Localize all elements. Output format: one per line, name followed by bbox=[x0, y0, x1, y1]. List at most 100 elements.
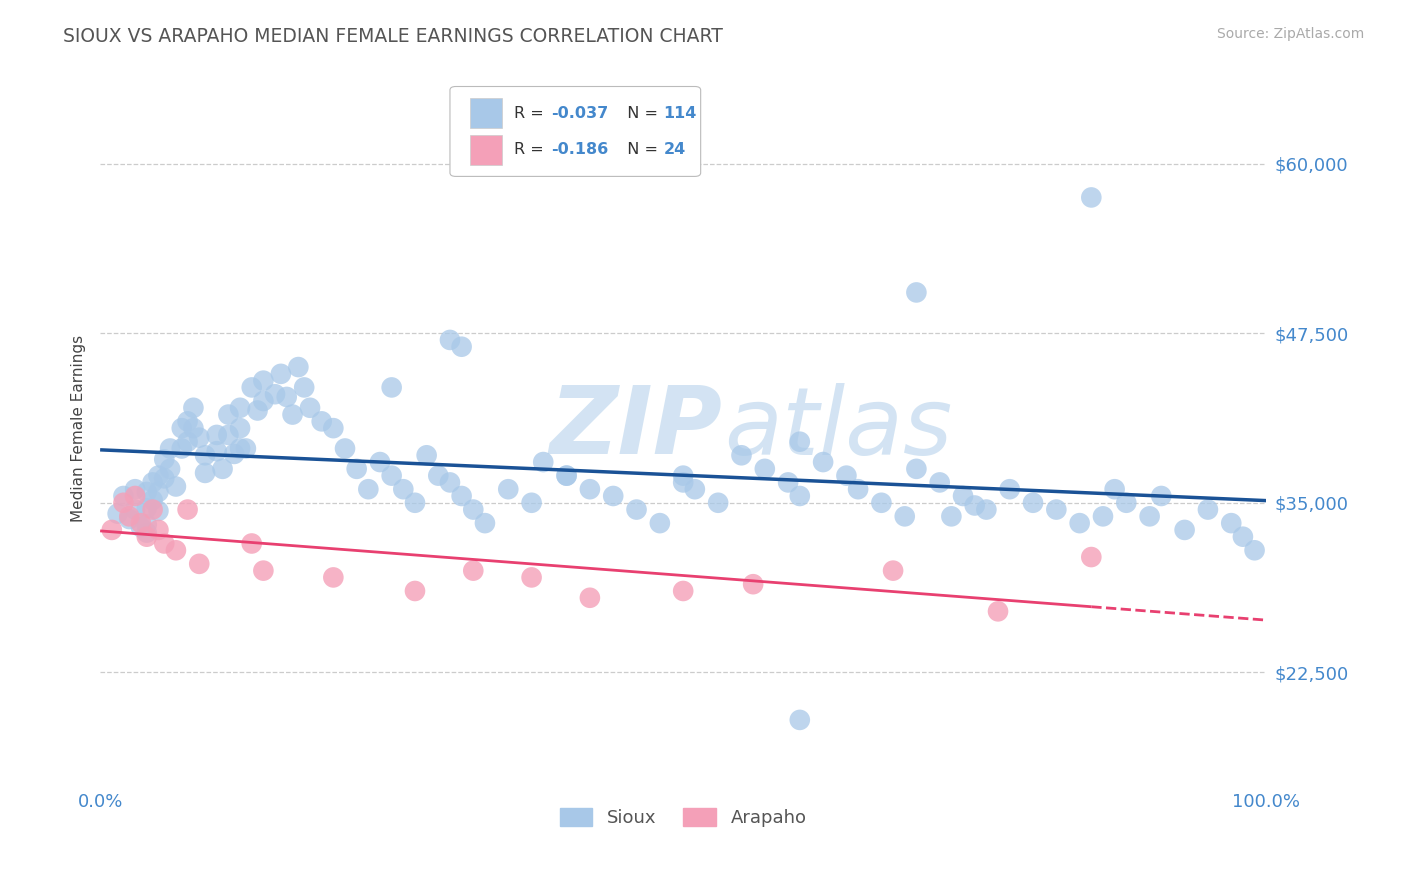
Point bbox=[118, 509, 141, 524]
Point bbox=[176, 434, 198, 449]
Point bbox=[952, 489, 974, 503]
Point bbox=[118, 512, 141, 526]
Point bbox=[463, 502, 485, 516]
Point bbox=[159, 462, 181, 476]
Point bbox=[520, 496, 543, 510]
Point bbox=[252, 374, 274, 388]
Point bbox=[183, 421, 205, 435]
Point bbox=[789, 489, 811, 503]
Point bbox=[292, 380, 315, 394]
Point bbox=[124, 489, 146, 503]
Point bbox=[299, 401, 322, 415]
Point bbox=[789, 434, 811, 449]
Point bbox=[322, 570, 344, 584]
Bar bbox=[470, 98, 502, 128]
Point bbox=[135, 517, 157, 532]
Point bbox=[463, 564, 485, 578]
Point bbox=[165, 479, 187, 493]
Point bbox=[1080, 550, 1102, 565]
Point bbox=[450, 489, 472, 503]
Point bbox=[229, 442, 252, 456]
Y-axis label: Median Female Earnings: Median Female Earnings bbox=[72, 334, 86, 522]
Point bbox=[905, 285, 928, 300]
Point bbox=[159, 442, 181, 456]
Point bbox=[194, 466, 217, 480]
Point bbox=[129, 520, 152, 534]
Point bbox=[176, 502, 198, 516]
FancyBboxPatch shape bbox=[450, 87, 700, 177]
Point bbox=[928, 475, 950, 490]
Legend: Sioux, Arapaho: Sioux, Arapaho bbox=[553, 801, 814, 835]
Point bbox=[381, 380, 404, 394]
Point bbox=[976, 502, 998, 516]
Point bbox=[135, 525, 157, 540]
Point bbox=[142, 493, 165, 508]
Point bbox=[229, 401, 252, 415]
Point bbox=[707, 496, 730, 510]
Point bbox=[450, 340, 472, 354]
Point bbox=[170, 442, 193, 456]
Point bbox=[229, 421, 252, 435]
Point bbox=[135, 484, 157, 499]
Text: 114: 114 bbox=[664, 106, 697, 120]
Point bbox=[1232, 530, 1254, 544]
Point bbox=[672, 475, 695, 490]
Point bbox=[1243, 543, 1265, 558]
Point bbox=[124, 482, 146, 496]
Point bbox=[1150, 489, 1173, 503]
Point bbox=[626, 502, 648, 516]
Text: ZIP: ZIP bbox=[550, 382, 721, 475]
Point bbox=[404, 584, 426, 599]
Point bbox=[439, 333, 461, 347]
Point bbox=[683, 482, 706, 496]
Point bbox=[754, 462, 776, 476]
Point bbox=[870, 496, 893, 510]
Point bbox=[963, 499, 986, 513]
Point bbox=[579, 482, 602, 496]
Point bbox=[1069, 516, 1091, 530]
Point bbox=[1080, 190, 1102, 204]
Text: -0.186: -0.186 bbox=[551, 142, 609, 157]
Point bbox=[730, 448, 752, 462]
Text: Source: ZipAtlas.com: Source: ZipAtlas.com bbox=[1216, 27, 1364, 41]
Point bbox=[1115, 496, 1137, 510]
Point bbox=[135, 501, 157, 516]
Point bbox=[998, 482, 1021, 496]
Point bbox=[1220, 516, 1243, 530]
Point bbox=[496, 482, 519, 496]
Point bbox=[217, 408, 239, 422]
Point bbox=[474, 516, 496, 530]
Point bbox=[129, 516, 152, 530]
Point bbox=[246, 403, 269, 417]
Point bbox=[148, 523, 170, 537]
Point bbox=[170, 421, 193, 435]
Point bbox=[905, 462, 928, 476]
Point bbox=[672, 584, 695, 599]
Point bbox=[531, 455, 554, 469]
Point bbox=[835, 468, 858, 483]
Point bbox=[1091, 509, 1114, 524]
Point bbox=[1174, 523, 1197, 537]
Point bbox=[194, 448, 217, 462]
Point bbox=[148, 468, 170, 483]
Point bbox=[1139, 509, 1161, 524]
Point bbox=[153, 536, 176, 550]
Point bbox=[112, 489, 135, 503]
Point bbox=[778, 475, 800, 490]
Point bbox=[648, 516, 671, 530]
Point bbox=[264, 387, 287, 401]
Point bbox=[235, 442, 257, 456]
Point bbox=[893, 509, 915, 524]
Point bbox=[240, 380, 263, 394]
Point bbox=[252, 564, 274, 578]
Point bbox=[270, 367, 292, 381]
Point bbox=[404, 496, 426, 510]
Point bbox=[101, 523, 124, 537]
Point bbox=[415, 448, 437, 462]
Point bbox=[427, 468, 450, 483]
Text: N =: N = bbox=[617, 142, 662, 157]
Point bbox=[357, 482, 380, 496]
Point bbox=[941, 509, 963, 524]
Point bbox=[281, 408, 304, 422]
Point bbox=[112, 496, 135, 510]
